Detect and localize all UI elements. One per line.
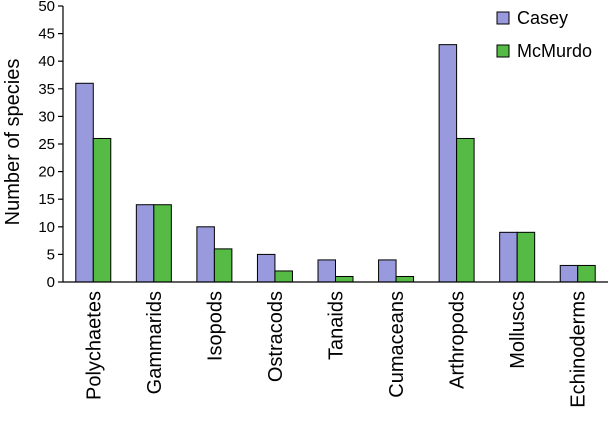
y-tick-label: 30 — [38, 108, 55, 125]
bar-mcmurdo-tanaids — [335, 275, 354, 283]
bar-mcmurdo-polychaetes — [92, 137, 112, 283]
bar-mcmurdo-isopods — [213, 248, 233, 283]
bar-mcmurdo-gammarids — [153, 204, 172, 283]
legend: Casey McMurdo — [496, 8, 592, 61]
category-label: Echinoderms — [568, 291, 590, 408]
bar-casey-molluscs — [499, 231, 518, 283]
bar-mcmurdo-molluscs — [516, 231, 536, 283]
y-tick-label: 15 — [38, 191, 55, 208]
category-label: Gammarids — [144, 291, 166, 394]
y-tick-label: 0 — [47, 274, 55, 291]
bars — [75, 44, 596, 283]
y-tick-label: 35 — [38, 81, 55, 98]
y-tick-label: 20 — [38, 164, 55, 181]
y-tick-label: 40 — [38, 53, 55, 70]
category-label: Cumaceans — [386, 291, 408, 398]
bar-casey-echinoderms — [559, 264, 579, 283]
category-label: Polychaetes — [83, 291, 105, 400]
category-label: Arthropods — [447, 291, 469, 389]
y-tick-label: 45 — [38, 26, 55, 43]
bar-mcmurdo-cumaceans — [395, 275, 415, 283]
bar-casey-tanaids — [317, 259, 336, 283]
legend-swatch-casey — [496, 11, 510, 25]
bar-mcmurdo-ostracods — [274, 270, 293, 283]
category-label: Ostracods — [265, 291, 287, 382]
bar-casey-ostracods — [256, 253, 276, 283]
y-axis-title: Number of species — [2, 59, 24, 226]
bar-casey-gammarids — [135, 204, 155, 283]
category-label: Isopods — [204, 291, 226, 361]
legend-label-casey: Casey — [517, 8, 568, 28]
category-label: Tanaids — [326, 291, 348, 360]
bar-mcmurdo-echinoderms — [577, 264, 596, 283]
bar-casey-cumaceans — [378, 259, 397, 283]
category-labels: Polychaetes Gammarids Isopods Ostracods Tana… — [83, 291, 589, 408]
y-axis-ticks: 0 5 10 15 20 25 30 35 40 45 50 — [38, 0, 63, 291]
category-label: Molluscs — [507, 291, 529, 369]
y-tick-label: 50 — [38, 0, 55, 15]
bar-casey-polychaetes — [75, 82, 94, 283]
y-tick-label: 10 — [38, 219, 55, 236]
y-tick-label: 25 — [38, 136, 55, 153]
legend-label-mcmurdo: McMurdo — [517, 41, 592, 61]
y-tick-label: 5 — [47, 246, 55, 263]
legend-swatch-mcmurdo — [496, 44, 510, 58]
bar-casey-isopods — [196, 226, 215, 283]
bar-casey-arthropods — [438, 44, 458, 283]
bar-mcmurdo-arthropods — [456, 137, 475, 283]
